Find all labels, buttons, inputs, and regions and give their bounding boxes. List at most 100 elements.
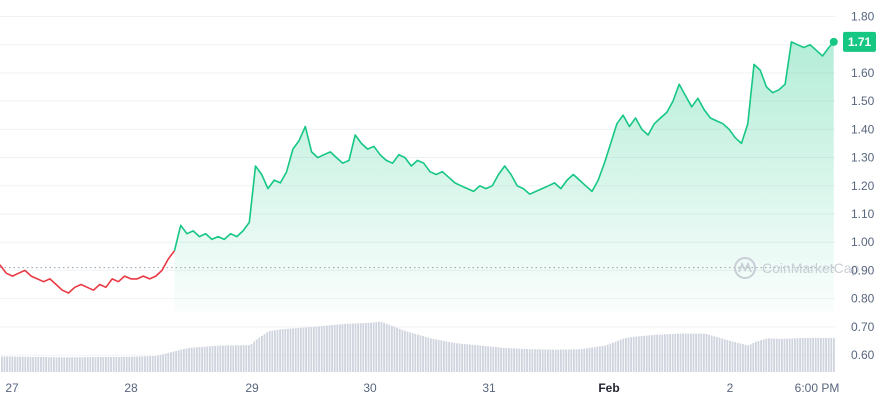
volume-bar — [593, 347, 596, 372]
volume-bar — [378, 321, 380, 372]
y-tick-label: 0.90 — [851, 263, 875, 277]
volume-bar — [580, 349, 583, 372]
volume-bar — [651, 335, 653, 372]
volume-bar — [827, 337, 830, 372]
volume-bar — [154, 355, 157, 372]
volume-bar — [110, 356, 112, 372]
x-tick-label: Feb — [598, 381, 619, 395]
volume-bar — [27, 356, 29, 372]
volume-bar — [84, 357, 86, 372]
volume-bar — [591, 347, 593, 372]
volume-bar — [235, 345, 237, 372]
volume-bar — [79, 357, 81, 372]
volume-bar — [817, 337, 820, 372]
volume-bar — [365, 322, 367, 372]
volume-bar — [279, 329, 281, 372]
volume-bar — [513, 348, 515, 372]
volume-bar — [128, 356, 131, 372]
volume-bar — [794, 338, 796, 372]
current-price-dot — [829, 37, 838, 46]
volume-bar — [630, 337, 632, 372]
x-tick-label: 6:00 PM — [795, 381, 840, 395]
volume-bar — [157, 355, 159, 372]
volume-bar — [164, 353, 167, 372]
volume-bar — [6, 356, 8, 372]
volume-bar — [687, 333, 690, 372]
volume-bar — [232, 345, 235, 372]
x-tick-label: 2 — [727, 381, 734, 395]
volume-bar — [612, 342, 614, 372]
volume-bar — [739, 343, 742, 372]
volume-bar — [716, 337, 718, 372]
volume-bar — [383, 322, 385, 372]
volume-bar — [34, 356, 37, 372]
volume-bar — [333, 324, 336, 372]
volume-bar — [809, 337, 812, 372]
volume-bar — [820, 337, 822, 372]
price-line — [0, 41, 835, 294]
volume-bar — [318, 326, 320, 372]
volume-bar — [359, 323, 362, 372]
volume-bar — [274, 330, 276, 372]
volume-bar — [453, 342, 456, 372]
volume-bar — [209, 346, 211, 372]
volume-bar — [97, 357, 99, 372]
volume-bar — [14, 356, 16, 372]
volume-bar — [731, 341, 734, 372]
volume-bar — [162, 354, 164, 372]
volume-bar — [653, 334, 656, 372]
y-tick-label: 0.80 — [851, 292, 875, 306]
volume-bar — [812, 337, 814, 372]
volume-bar — [570, 349, 573, 372]
volume-bar — [393, 326, 396, 372]
volume-bar — [224, 345, 227, 372]
volume-bar — [474, 345, 476, 372]
y-tick-label: 1.10 — [851, 207, 875, 221]
volume-bar — [297, 327, 300, 372]
volume-bar — [726, 340, 729, 372]
volume-bar — [778, 338, 781, 372]
volume-bar — [788, 338, 791, 372]
volume-bar — [781, 338, 783, 372]
volume-bar — [37, 356, 40, 372]
volume-bar — [534, 349, 536, 372]
volume-bar — [614, 341, 617, 372]
volume-bar — [362, 323, 365, 372]
volume-bar — [21, 356, 24, 372]
volume-bar — [411, 333, 414, 372]
volume-bar — [682, 333, 684, 372]
volume-bar — [177, 350, 180, 372]
volume-bar — [705, 334, 708, 372]
volume-bar — [627, 337, 630, 372]
volume-bar — [1, 356, 3, 372]
volume-bar — [107, 357, 110, 372]
y-tick-label: 1.00 — [851, 235, 875, 249]
y-tick-label: 0.70 — [851, 320, 875, 334]
y-tick-label: 1.40 — [851, 122, 875, 136]
volume-bar — [138, 356, 141, 372]
volume-bar — [352, 323, 354, 372]
volume-bar — [185, 348, 188, 372]
current-price-marker: 1.71 — [829, 31, 876, 52]
volume-bar — [822, 337, 825, 372]
volume-bar — [796, 338, 799, 372]
volume-bar — [703, 333, 705, 372]
volume-bar — [562, 349, 565, 372]
volume-bar — [357, 323, 359, 372]
volume-bar — [549, 349, 552, 372]
volume-bar — [305, 327, 307, 372]
x-tick-label: 31 — [482, 381, 496, 395]
volume-bar — [159, 354, 162, 372]
volume-bar — [664, 334, 666, 372]
volume-bar — [271, 330, 274, 372]
volume-bar — [8, 356, 11, 372]
volume-bar — [328, 325, 331, 372]
volume-bar — [528, 349, 531, 372]
volume-bar — [253, 341, 255, 372]
volume-bar — [193, 347, 196, 372]
volume-bar — [588, 347, 591, 372]
volume-bar — [63, 357, 66, 372]
volume-bar — [432, 338, 435, 372]
